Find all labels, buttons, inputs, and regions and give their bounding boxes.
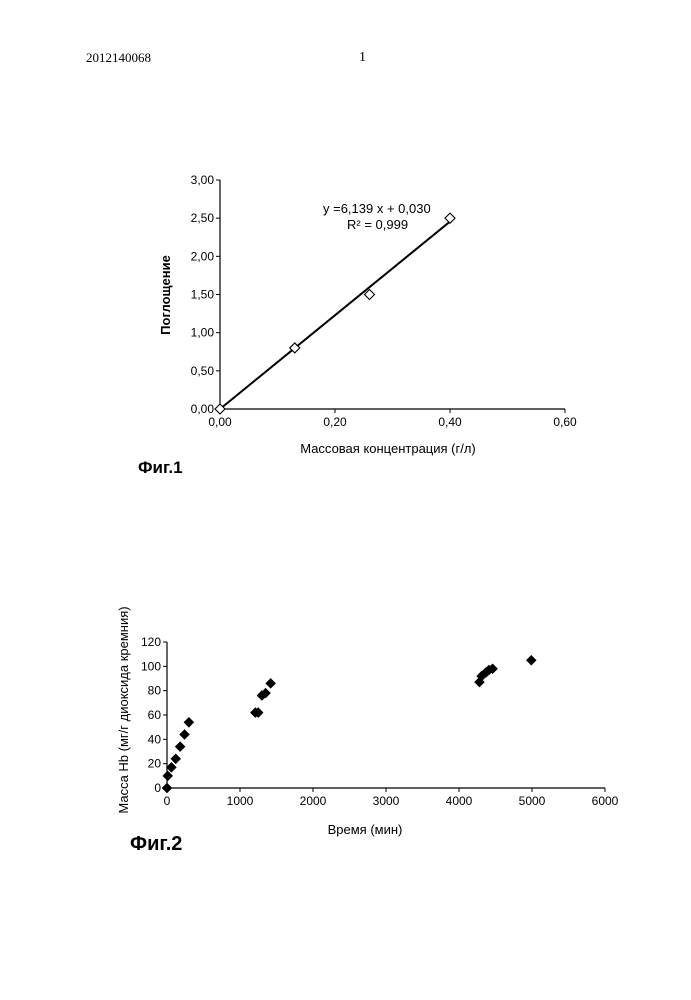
fig2-y-tick-label: 40 [148,732,162,746]
fig2-y-tick-label: 120 [141,635,161,649]
fig2-x-tick-label: 0 [164,794,171,808]
fig2-x-tick-label: 5000 [519,794,546,808]
fig2-data-point [266,679,275,688]
fig2-data-point [176,742,185,751]
fig2-data-point [527,656,536,665]
fig2-data-point [184,718,193,727]
fig2-x-axis-title: Время (мин) [328,822,403,837]
fig2-y-tick-label: 20 [148,757,162,771]
fig2-label: Фиг.2 [130,833,182,855]
fig2-x-tick-label: 3000 [373,794,400,808]
fig2-y-tick-label: 60 [148,708,162,722]
fig2-y-axis-title: Масса Hb (мг/г диоксида кремния) [116,606,131,813]
fig2-data-point [163,784,172,793]
fig2-x-tick-label: 1000 [227,794,254,808]
fig2-x-tick-label: 6000 [592,794,619,808]
fig2-y-tick-label: 100 [141,659,161,673]
fig2-data-point [180,730,189,739]
fig2-x-tick-label: 2000 [300,794,327,808]
fig2-data-point [167,763,176,772]
fig2-axes [163,642,605,792]
fig2-x-tick-label: 4000 [446,794,473,808]
fig2-y-tick-label: 80 [148,684,162,698]
fig2-y-tick-label: 0 [154,781,161,795]
fig2-tick-labels: 0 20 40 60 80 100 120 0 1000 2000 3000 4000 5000 6000 [141,635,619,808]
fig2-data-point [171,754,180,763]
fig2-data-marks [163,656,536,793]
fig2-data-point [163,771,172,780]
